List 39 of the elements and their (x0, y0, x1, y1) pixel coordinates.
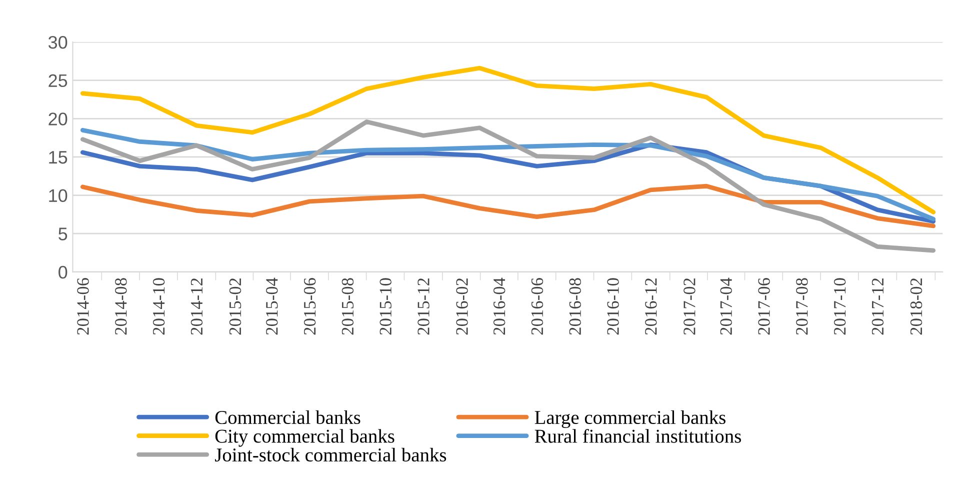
x-tick-label: 2018-02 (910, 278, 922, 335)
x-tick-label: 2016-12 (645, 278, 657, 335)
x-tick-label: 2016-02 (456, 278, 468, 335)
legend-label: City commercial banks (215, 429, 394, 447)
y-tick-label: 10 (49, 189, 68, 202)
x-tick-label: 2017-12 (872, 278, 884, 335)
x-tick-label: 2015-12 (418, 278, 430, 335)
y-tick-label: 30 (48, 36, 68, 49)
line-series (80, 119, 936, 253)
x-tick-label: 2017-04 (720, 278, 732, 335)
x-tick-label: 2016-08 (569, 278, 581, 335)
line-series (80, 128, 936, 222)
y-tick-label: 0 (58, 266, 68, 279)
y-tick-label: 15 (49, 151, 68, 164)
y-tick-label: 25 (48, 74, 68, 88)
x-tick-label: 2016-06 (531, 278, 544, 335)
x-tick-label: 2017-10 (834, 278, 846, 335)
x-tick-label: 2015-10 (380, 278, 392, 335)
x-tick-label: 2015-08 (342, 278, 354, 335)
x-tick-label: 2014-06 (77, 278, 89, 335)
legend-label: Commercial banks (215, 410, 360, 424)
legend-label: Rural financial institutions (534, 428, 741, 443)
x-tick-label: 2017-06 (758, 278, 770, 335)
x-tick-label: 2017-02 (684, 278, 696, 335)
y-tick-label: 20 (48, 112, 68, 126)
x-tick-label: 2016-10 (607, 278, 619, 335)
x-tick-label: 2014-10 (152, 278, 165, 335)
legend-label: Large commercial banks (534, 410, 726, 428)
line-series (80, 66, 936, 214)
legend-label: Joint-stock commercial banks (215, 448, 446, 462)
y-tick-label: 5 (58, 228, 68, 240)
x-tick-label: 2014-08 (115, 278, 127, 335)
x-tick-label: 2015-06 (304, 278, 316, 335)
x-tick-label: 2016-04 (493, 278, 506, 335)
x-tick-label: 2015-04 (266, 278, 278, 335)
line-series (80, 184, 936, 228)
x-tick-label: 2017-08 (796, 278, 808, 335)
x-tick-label: 2014-12 (190, 278, 203, 335)
x-tick-label: 2015-02 (229, 278, 242, 335)
